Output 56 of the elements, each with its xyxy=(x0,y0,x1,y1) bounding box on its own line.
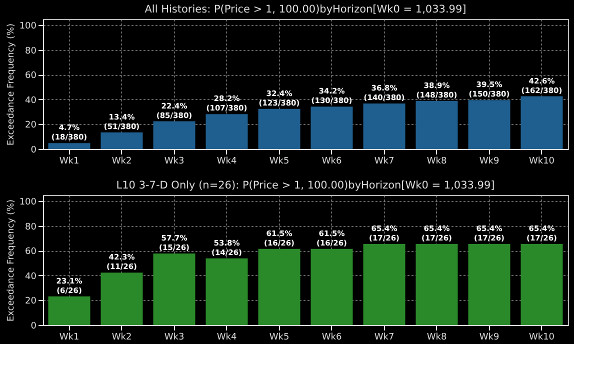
y-tick-label: 100 xyxy=(19,198,37,208)
bar xyxy=(206,258,248,325)
bar xyxy=(416,100,458,149)
bar xyxy=(416,244,458,325)
bar xyxy=(363,103,406,149)
bar xyxy=(258,248,300,325)
x-tick-label: Wk10 xyxy=(528,156,555,166)
y-tick-label: 100 xyxy=(19,22,37,32)
y-tick-label: 0 xyxy=(30,322,37,332)
y-tick-label: 60 xyxy=(25,247,37,258)
x-tick-label: Wk8 xyxy=(426,332,447,342)
x-tick-label: Wk8 xyxy=(426,156,447,166)
x-tick-label: Wk4 xyxy=(216,332,237,342)
x-tick-label: Wk10 xyxy=(528,332,555,342)
x-tick-label: Wk2 xyxy=(112,332,132,342)
y-axis-title: Exceedance Frequency (%) xyxy=(6,23,16,146)
y-tick-label: 0 xyxy=(30,146,37,156)
bar xyxy=(468,100,510,149)
bar xyxy=(520,244,563,325)
y-tick-label: 20 xyxy=(25,120,37,131)
bar xyxy=(153,254,196,325)
chart-title: All Histories: P(Price > 1, 100.00)byHorizon[Wk0 = 1,033.99] xyxy=(144,4,466,16)
x-tick-label: Wk4 xyxy=(216,156,237,166)
bar xyxy=(258,108,300,149)
bar xyxy=(100,132,143,149)
bar xyxy=(48,296,90,325)
bar xyxy=(206,114,248,149)
y-tick-label: 20 xyxy=(25,296,37,307)
bar xyxy=(310,106,353,149)
x-tick-label: Wk9 xyxy=(479,156,500,166)
x-tick-label: Wk5 xyxy=(269,156,290,166)
y-axis-title: Exceedance Frequency (%) xyxy=(6,199,16,322)
x-tick-label: Wk1 xyxy=(59,332,80,342)
bar xyxy=(520,96,563,149)
chart-title: L10 3-7-D Only (n=26): P(Price > 1, 100.00)byHorizon[Wk0 = 1,033.99] xyxy=(116,180,495,192)
x-tick-label: Wk5 xyxy=(269,332,290,342)
x-tick-label: Wk6 xyxy=(322,156,342,166)
bar xyxy=(100,272,143,325)
x-tick-label: Wk1 xyxy=(59,156,80,166)
x-tick-label: Wk6 xyxy=(322,332,342,342)
y-tick-label: 60 xyxy=(25,71,37,82)
y-tick-label: 40 xyxy=(25,96,37,106)
bar xyxy=(48,143,90,149)
x-tick-label: Wk3 xyxy=(164,156,184,166)
bar xyxy=(153,121,196,149)
y-tick-label: 40 xyxy=(25,272,37,282)
x-tick-label: Wk9 xyxy=(479,332,500,342)
bar xyxy=(468,244,510,325)
y-tick-label: 80 xyxy=(25,46,37,56)
x-tick-label: Wk7 xyxy=(374,156,394,166)
bar xyxy=(310,248,353,325)
y-tick-label: 80 xyxy=(25,222,37,232)
x-tick-label: Wk7 xyxy=(374,332,394,342)
x-tick-label: Wk3 xyxy=(164,332,184,342)
x-tick-label: Wk2 xyxy=(112,156,132,166)
bar xyxy=(363,244,406,325)
